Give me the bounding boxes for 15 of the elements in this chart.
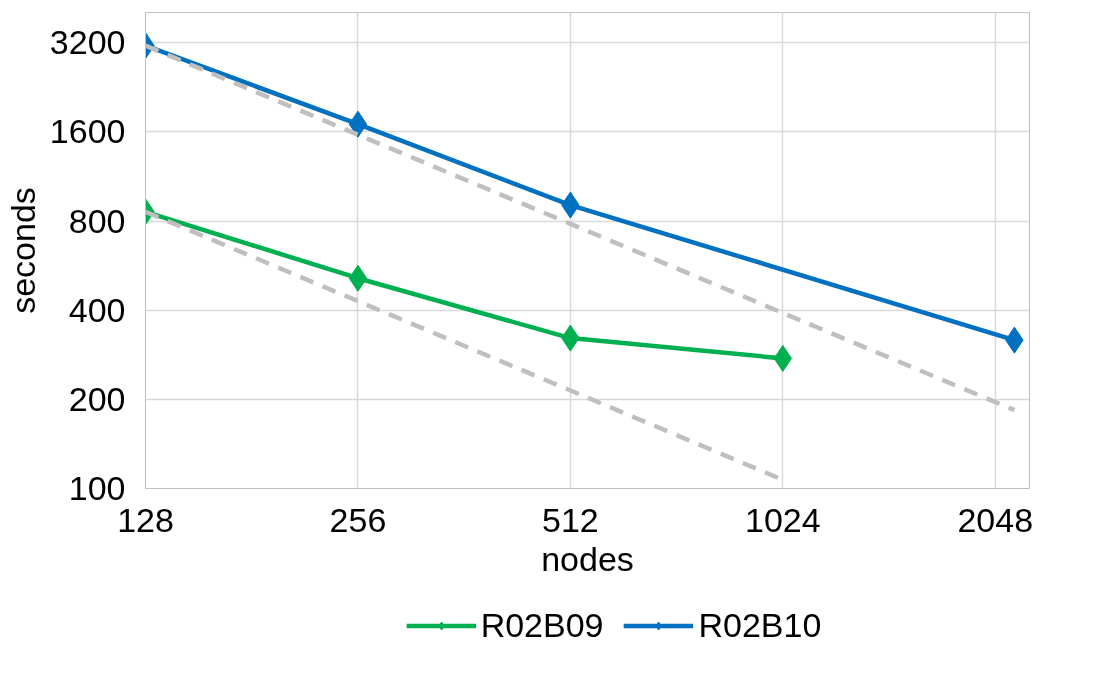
y-tick-label: 800 [68,201,126,240]
legend-label: R02B10 [698,605,822,645]
y-tick-label: 1600 [49,112,126,151]
y-tick-label: 400 [68,290,126,329]
x-tick-label: 2048 [957,500,1034,539]
y-tick-label: 200 [68,379,126,418]
y-axis-title: seconds [3,187,42,314]
legend-label: R02B09 [480,605,604,645]
x-tick-label: 256 [329,500,387,539]
point [348,110,368,138]
x-tick-label: 512 [542,500,599,539]
x-axis-title: nodes [541,539,634,578]
point [348,264,368,292]
x-tick-label: 1024 [745,500,821,539]
y-tick-label: 3200 [49,23,126,62]
